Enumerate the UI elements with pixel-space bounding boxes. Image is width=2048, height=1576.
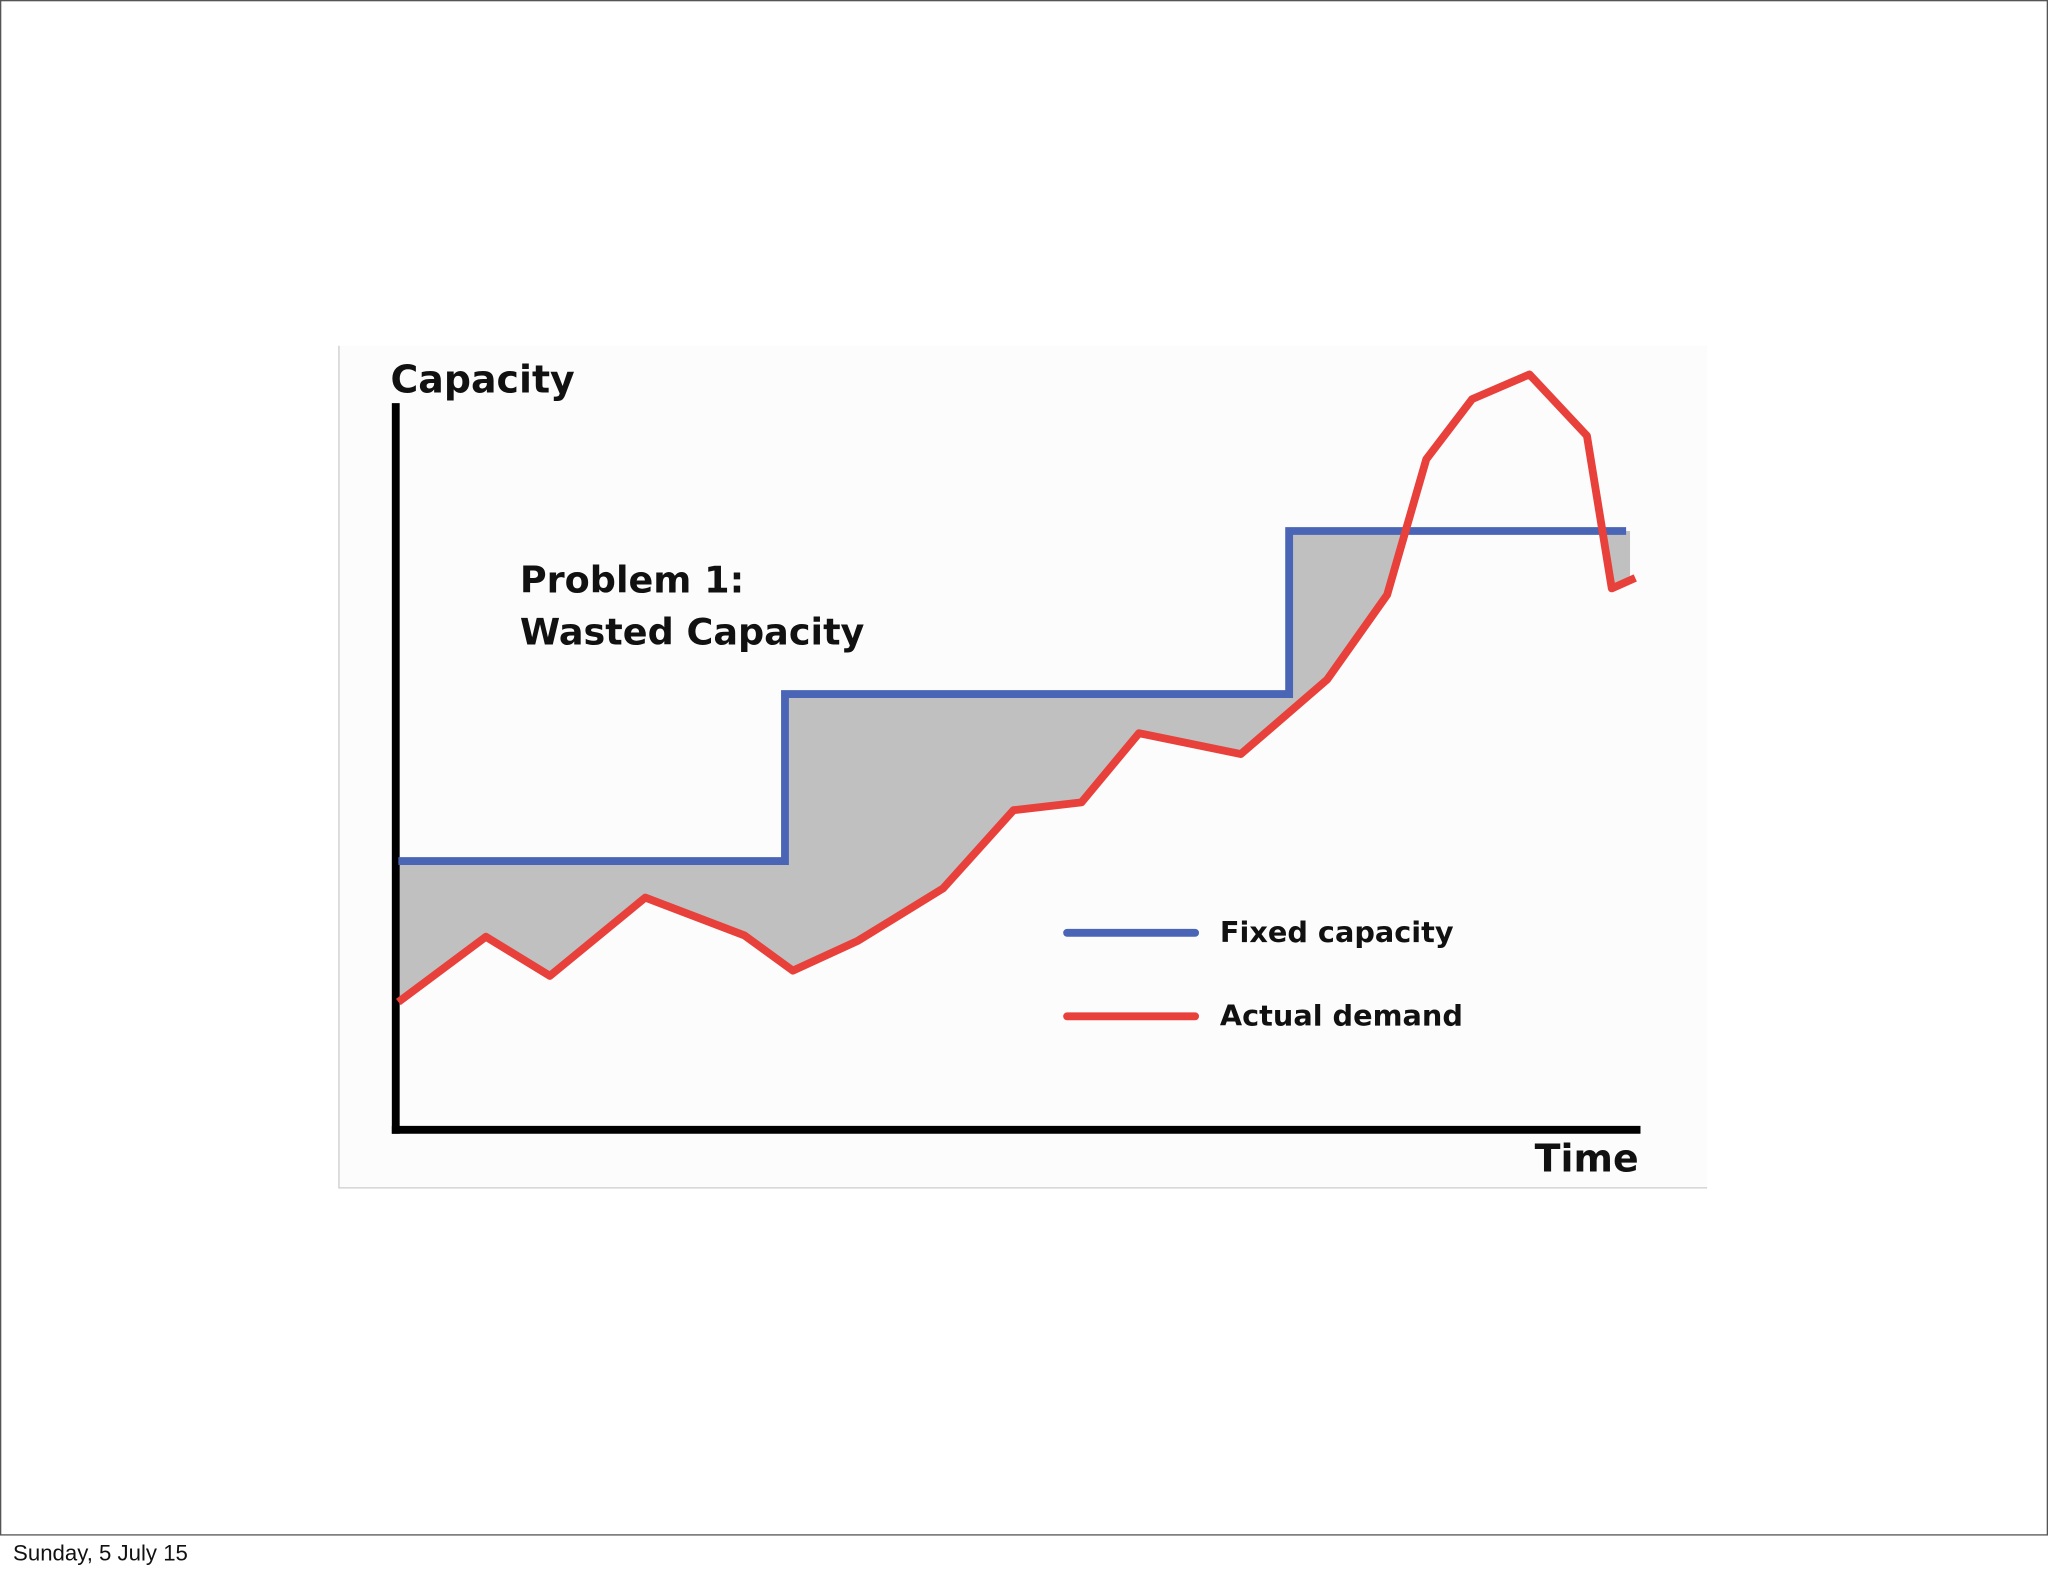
x-axis-label: Time [1535, 1137, 1639, 1181]
figure-border [338, 345, 1708, 1189]
wasted-area [398, 530, 1406, 1002]
fixed-capacity-line [398, 527, 1627, 865]
annotation: Wasted Capacity [520, 611, 865, 654]
legend-label: Fixed capacity [1220, 915, 1454, 949]
legend-label: Actual demand [1220, 998, 1463, 1032]
y-axis-label: Capacity [391, 358, 575, 402]
footer-date: Sunday, 5 July 15 [13, 1540, 188, 1565]
annotation: Problem 1: [520, 558, 744, 601]
actual-demand-line [396, 370, 1637, 1006]
